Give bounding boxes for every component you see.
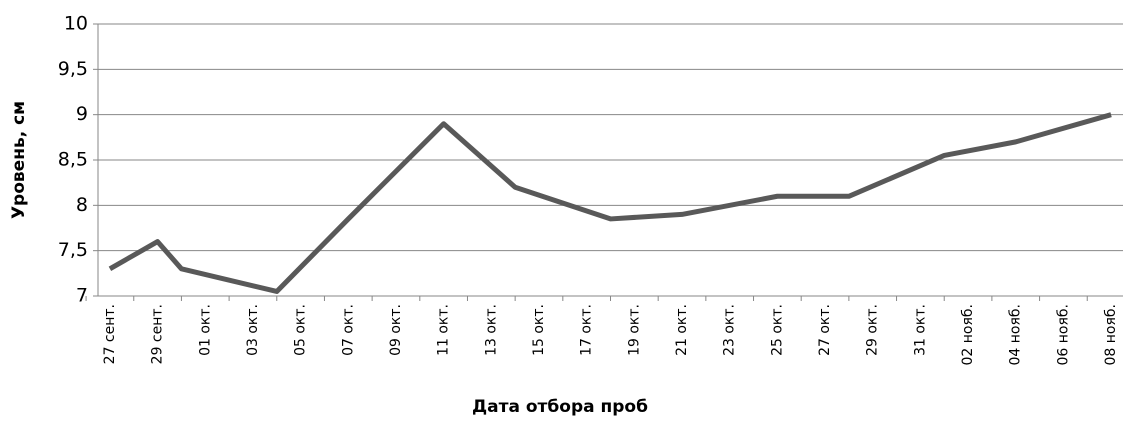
line — [108, 112, 1112, 294]
y-tick-label: 7,5 — [58, 239, 88, 261]
x-tick-label: 06 нояб. — [1055, 304, 1071, 366]
x-tick-label: 04 нояб. — [1008, 304, 1024, 366]
x-tick-label: 23 окт. — [722, 304, 738, 356]
x-tick-label: 02 нояб. — [960, 304, 976, 366]
x-tick-label: 31 окт. — [912, 304, 928, 356]
x-tick-label: 01 окт. — [197, 304, 213, 356]
x-tick-label: 15 окт. — [531, 304, 547, 356]
x-tick-label: 29 окт. — [865, 304, 881, 356]
x-tick-label: 07 окт. — [340, 304, 356, 356]
x-tick-label: 03 окт. — [245, 304, 261, 356]
x-tick-label: 11 окт. — [436, 304, 452, 356]
x-tick-label: 25 окт. — [769, 304, 785, 356]
x-tick-label: 08 нояб. — [1103, 304, 1119, 366]
x-tick-label: 27 сент. — [102, 304, 118, 364]
y-tick-label: 9 — [76, 103, 88, 125]
x-tick-label: 21 окт. — [674, 304, 690, 356]
x-tick-label: 19 окт. — [626, 304, 642, 356]
y-tick-label: 8 — [76, 194, 88, 216]
y-axis-label: Уровень, см — [9, 101, 29, 219]
x-tick-label: 29 сент. — [150, 304, 166, 364]
x-tick-label: 17 окт. — [579, 304, 595, 356]
y-tick-label: 7 — [76, 285, 88, 307]
y-tick-label: 9,5 — [58, 58, 88, 80]
x-tick-label: 05 окт. — [293, 304, 309, 356]
y-tick-label: 10 — [64, 13, 88, 35]
x-tick-label: 27 окт. — [817, 304, 833, 356]
x-axis-label: Дата отбора проб — [472, 397, 648, 417]
y-tick-label: 8,5 — [58, 149, 88, 171]
x-tick-label: 13 окт. — [483, 304, 499, 356]
x-tick-label: 09 окт. — [388, 304, 404, 356]
